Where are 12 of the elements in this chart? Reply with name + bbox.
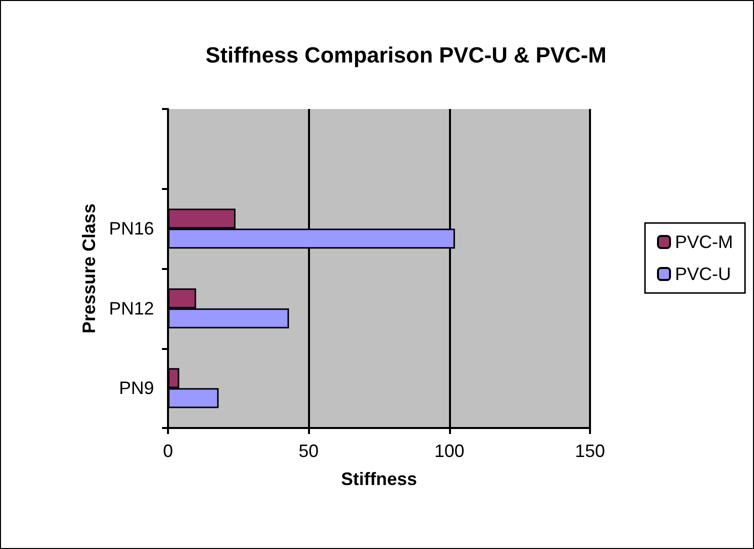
- x-tick-label: 50: [298, 441, 319, 461]
- x-tick-label: 0: [162, 441, 174, 461]
- x-axis-title: Stiffness: [340, 469, 418, 489]
- chart-title: Stiffness Comparison PVC-U & PVC-M: [206, 42, 606, 68]
- y-tick-label: PN9: [118, 378, 154, 398]
- x-tick-label: 100: [434, 441, 464, 461]
- legend-label: PVC-U: [675, 264, 732, 284]
- x-tick-label: 150: [574, 441, 606, 461]
- legend-label: PVC-M: [675, 232, 733, 252]
- y-axis-title: Pressure Class: [79, 203, 99, 334]
- y-tick-label: PN16: [108, 218, 154, 239]
- y-tick-label: PN12: [108, 298, 154, 318]
